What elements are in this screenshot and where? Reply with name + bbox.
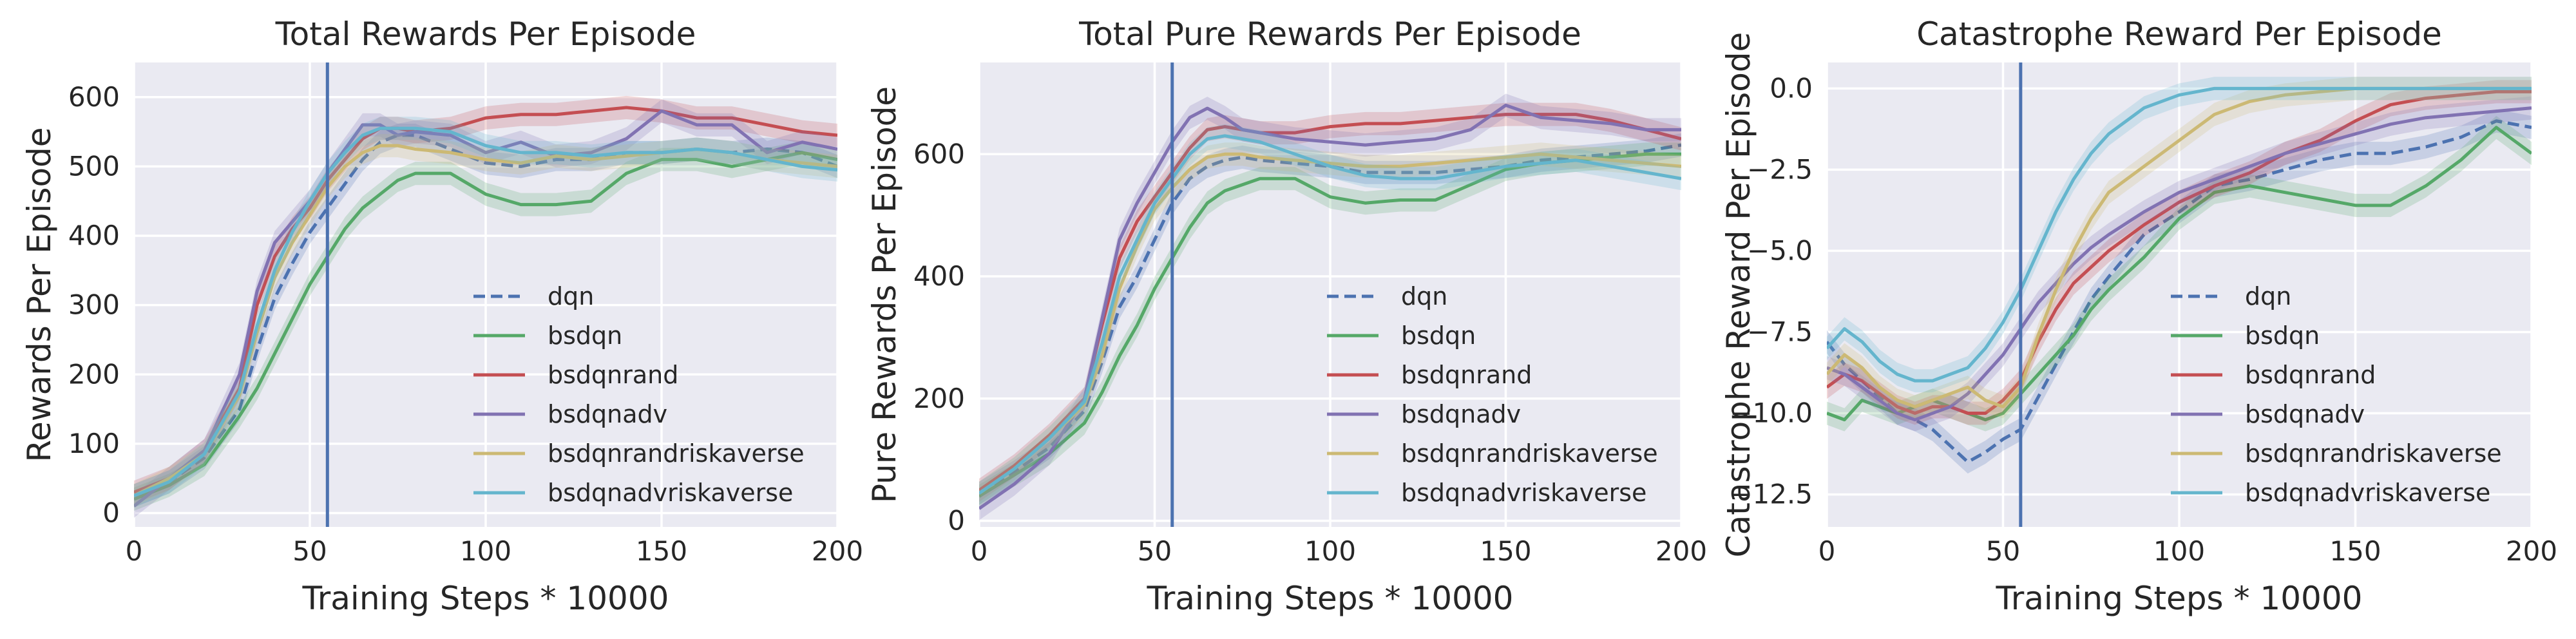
legend-label-bsdqnrand: bsdqnrand <box>548 361 678 389</box>
x-tick-label: 0 <box>1818 535 1836 567</box>
y-tick-label: −12.5 <box>1730 479 1813 510</box>
series-line-bsdqnadvriskaverse <box>1827 86 2532 383</box>
legend-label-bsdqnadvriskaverse: bsdqnadvriskaverse <box>548 479 793 507</box>
legend-label-bsdqnadvriskaverse: bsdqnadvriskaverse <box>1401 479 1646 507</box>
series-line-bsdqnrandriskaverse <box>979 152 1681 495</box>
subplot-3: 0 50 100 150 2000.0−2.5−5.0−7.5−10.0−12.5Cat… <box>1720 15 2557 617</box>
chart-title: Total Pure Rewards Per Episode <box>1078 15 1581 53</box>
legend: dqn bsdqn bsdqnrand bsdqnadv bsdqnrandriskav… <box>1327 282 1658 507</box>
series-line-bsdqn <box>134 151 837 501</box>
x-tick-label: 100 <box>460 535 511 567</box>
subplot-1: 0 50 100 150 200 0 100 200 300 400 500 600 Total Rew… <box>21 15 863 617</box>
series-group <box>1827 77 2532 474</box>
series-line-bsdqn <box>1827 126 2532 422</box>
y-tick-label: −2.5 <box>1747 153 1813 185</box>
x-tick-label: 200 <box>2506 535 2557 567</box>
series-band-bsdqnadvriskaverse <box>1827 77 2532 393</box>
series-band-dqn <box>1827 109 2532 474</box>
y-tick-label: −7.5 <box>1747 316 1813 347</box>
x-tick-label: 100 <box>2153 535 2205 567</box>
y-tick-label: −5.0 <box>1747 234 1813 266</box>
y-tick-label: 200 <box>68 358 120 390</box>
x-tick-label: 150 <box>1480 535 1531 567</box>
x-tick-label: 150 <box>636 535 687 567</box>
series-group <box>134 95 837 518</box>
legend-label-bsdqn: bsdqn <box>2245 321 2320 350</box>
series-band-bsdqnrandriskaverse <box>1827 77 2532 419</box>
chart-title: Catastrophe Reward Per Episode <box>1916 15 2442 53</box>
series-line-bsdqnrand <box>1827 90 2532 415</box>
subplot-2: 0 50 100 150 200 0 200 400 600 Total Pure Rewards… <box>866 15 1707 617</box>
series-group <box>979 93 1681 520</box>
y-axis-label: Pure Rewards Per Episode <box>866 86 903 503</box>
y-tick-label: −10.0 <box>1730 397 1813 429</box>
legend-label-bsdqnrandriskaverse: bsdqnrandriskaverse <box>1401 439 1658 468</box>
legend-label-bsdqnadv: bsdqnadv <box>2245 400 2365 428</box>
x-tick-label: 200 <box>1655 535 1707 567</box>
legend-label-dqn: dqn <box>2245 282 2291 310</box>
legend-label-bsdqnadv: bsdqnadv <box>548 400 667 428</box>
series-band-bsdqnadvriskaverse <box>979 124 1681 505</box>
x-tick-label: 0 <box>126 535 143 567</box>
series-band-bsdqnadvriskaverse <box>134 117 837 508</box>
y-axis-label: Catastrophe Reward Per Episode <box>1720 32 1757 558</box>
y-tick-label: 400 <box>68 220 120 251</box>
series-line-bsdqnadvriskaverse <box>979 134 1681 495</box>
x-tick-label: 0 <box>971 535 988 567</box>
x-tick-label: 50 <box>292 535 327 567</box>
legend-label-bsdqn: bsdqn <box>1401 321 1476 350</box>
x-tick-label: 100 <box>1304 535 1356 567</box>
y-tick-label: 0.0 <box>1770 72 1813 104</box>
y-tick-label: 0 <box>948 505 965 537</box>
y-tick-label: 100 <box>68 428 120 459</box>
y-tick-label: 400 <box>913 260 965 292</box>
series-line-bsdqnadv <box>134 109 837 508</box>
y-tick-label: 200 <box>913 383 965 414</box>
legend-label-bsdqn: bsdqn <box>548 321 622 350</box>
legend-label-bsdqnadvriskaverse: bsdqnadvriskaverse <box>2245 479 2490 507</box>
y-tick-label: 500 <box>68 150 120 182</box>
legend-label-bsdqnrand: bsdqnrand <box>1401 361 1532 389</box>
x-tick-label: 150 <box>2329 535 2381 567</box>
series-line-bsdqnadv <box>1827 106 2532 422</box>
legend: dqn bsdqn bsdqnrand bsdqnadv bsdqnrandriskav… <box>473 282 805 507</box>
legend-label-bsdqnrand: bsdqnrand <box>2245 361 2376 389</box>
x-tick-label: 50 <box>1138 535 1172 567</box>
y-tick-label: 600 <box>913 138 965 169</box>
series-line-bsdqnadv <box>979 103 1681 510</box>
series-band-dqn <box>134 123 837 508</box>
x-tick-label: 200 <box>812 535 863 567</box>
x-tick-label: 50 <box>1986 535 2020 567</box>
legend-label-bsdqnadv: bsdqnadv <box>1401 400 1521 428</box>
legend-label-bsdqnrandriskaverse: bsdqnrandriskaverse <box>2245 439 2502 468</box>
y-tick-label: 600 <box>68 81 120 113</box>
y-axis-label: Rewards Per Episode <box>21 127 58 462</box>
y-tick-label: 0 <box>102 497 120 528</box>
x-axis-label: Training Steps * 10000 <box>1147 580 1514 617</box>
legend: dqn bsdqn bsdqnrand bsdqnadv bsdqnrandriskav… <box>2171 282 2502 507</box>
x-axis-label: Training Steps * 10000 <box>1996 580 2363 617</box>
y-tick-label: 300 <box>68 289 120 321</box>
legend-label-dqn: dqn <box>548 282 594 310</box>
series-line-dqn <box>134 133 837 497</box>
series-band-bsdqn <box>134 140 837 511</box>
legend-label-bsdqnrandriskaverse: bsdqnrandriskaverse <box>548 439 805 468</box>
series-line-dqn <box>979 143 1681 495</box>
series-line-bsdqnrand <box>134 106 837 494</box>
series-band-bsdqnadv <box>1827 96 2532 432</box>
chart-title: Total Rewards Per Episode <box>275 15 696 53</box>
x-axis-label: Training Steps * 10000 <box>302 580 669 617</box>
series-line-bsdqnadvriskaverse <box>134 126 837 497</box>
series-band-bsdqn <box>1827 115 2532 432</box>
series-band-bsdqnrand <box>134 95 837 504</box>
legend-label-dqn: dqn <box>1401 282 1447 310</box>
